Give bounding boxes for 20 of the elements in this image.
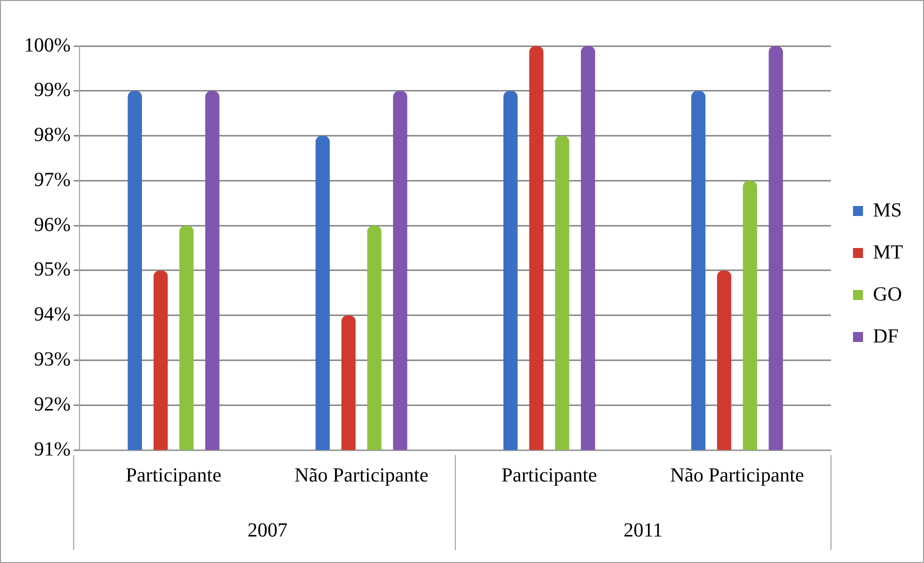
- legend-label: GO: [873, 283, 902, 306]
- y-tick-label: 96%: [34, 214, 71, 236]
- x-tick-label: Não Participante: [670, 464, 804, 486]
- y-tick-label: 97%: [34, 168, 71, 191]
- legend-label: MT: [873, 241, 903, 264]
- y-tick-label: 99%: [34, 79, 71, 102]
- x-tick-label: Participante: [501, 464, 598, 486]
- y-tick-label: 93%: [34, 348, 71, 370]
- x-tick-label: Não Participante: [294, 464, 428, 486]
- y-tick-label: 92%: [34, 393, 71, 416]
- legend-label: DF: [873, 325, 899, 348]
- y-tick-label: 91%: [34, 438, 71, 460]
- x-tick-label: Participante: [126, 464, 222, 486]
- text: 2011: [624, 519, 663, 542]
- y-tick-label: 95%: [34, 258, 71, 281]
- y-tick-label: 94%: [34, 304, 71, 326]
- legend-label: MS: [873, 199, 902, 222]
- y-tick-label: 98%: [34, 124, 71, 146]
- y-tick-label: 100%: [24, 34, 71, 56]
- text: 2007: [247, 519, 288, 542]
